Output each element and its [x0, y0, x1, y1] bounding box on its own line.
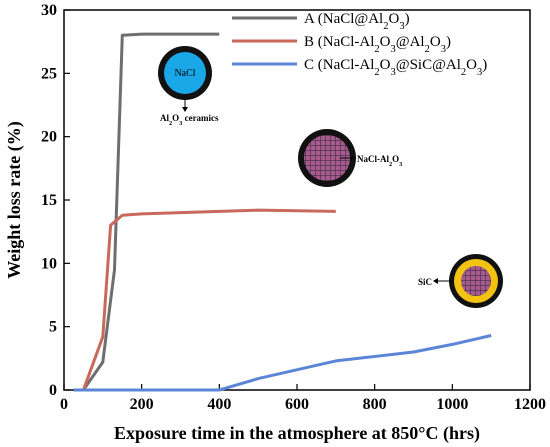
y-tick-label: 15 [41, 192, 57, 209]
inset-sic-capsule: SiC [418, 254, 503, 308]
inset-nacl-core [164, 52, 206, 94]
inset-composite-core [304, 135, 350, 181]
x-tick-label: 1200 [514, 396, 546, 413]
inset-composite-arrowhead [350, 155, 355, 161]
inset-sic-label: SiC [418, 277, 432, 287]
x-tick-label: 400 [207, 396, 231, 413]
inset-composite-capsule: NaCl-Al2O3 [298, 129, 402, 187]
x-tick-label: 0 [60, 396, 68, 413]
inset-ceramics-label: Al2O3 ceramics [160, 113, 219, 127]
axis-tick-labels: 0 200 400 600 800 1000 1200 0 5 10 15 20 25 30 [41, 2, 546, 413]
series-line-a [82, 32, 220, 391]
series-lines [73, 32, 492, 392]
y-axis-title: Weight loss rate (%) [4, 121, 25, 278]
x-tick-label: 800 [363, 396, 387, 413]
legend-label-c: C (NaCl-Al2O3@SiC@Al2O3) [304, 57, 487, 78]
inset-nacl-core-label: NaCl [174, 68, 195, 79]
y-tick-label: 20 [41, 129, 57, 146]
y-tick-label: 30 [41, 2, 57, 19]
y-tick-label: 5 [49, 319, 57, 336]
axis-ticks [63, 9, 531, 391]
x-tick-label: 600 [285, 396, 309, 413]
y-tick-label: 10 [41, 255, 57, 272]
legend: A (NaCl@Al2O3)B (NaCl-Al2O3@Al2O3)C (NaC… [232, 11, 487, 78]
series-line-c [73, 334, 492, 392]
inset-composite-label: NaCl-Al2O3 [357, 154, 402, 168]
series-line-b [81, 208, 336, 391]
inset-sic-core [461, 266, 491, 296]
x-tick-label: 200 [130, 396, 154, 413]
y-tick-label: 25 [41, 65, 57, 82]
y-tick-label: 0 [49, 382, 57, 399]
inset-nacl-capsule: NaCl Al2O3 ceramics [158, 46, 219, 127]
legend-label-a: A (NaCl@Al2O3) [304, 11, 410, 32]
inset-sic-arrowhead [433, 278, 438, 284]
inset-ceramics-arrowhead [182, 107, 188, 112]
x-tick-label: 1000 [436, 396, 468, 413]
legend-label-b: B (NaCl-Al2O3@Al2O3) [304, 34, 451, 55]
x-axis-title: Exposure time in the atmosphere at 850°C… [114, 423, 480, 444]
